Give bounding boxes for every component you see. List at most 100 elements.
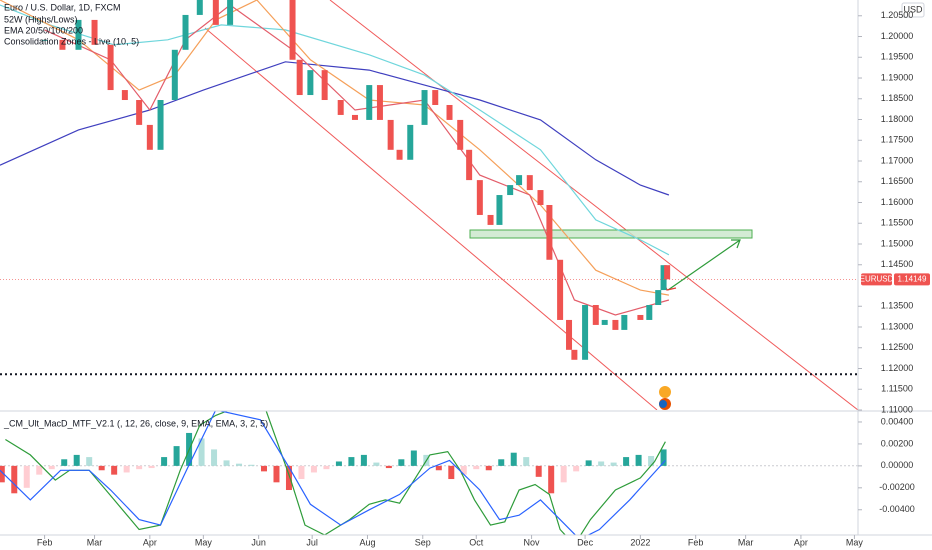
y-tick-label: 1.16000: [881, 197, 914, 207]
histogram-bar: [273, 465, 280, 483]
histogram-bar: [360, 454, 367, 466]
y-tick-label: 1.17000: [881, 155, 914, 165]
candle: [407, 124, 414, 160]
currency-label: USD: [903, 4, 923, 14]
histogram-bar: [123, 465, 130, 473]
histogram-bar: [285, 465, 292, 491]
histogram-bar: [635, 454, 642, 466]
histogram-bar: [598, 461, 605, 466]
histogram-bar: [460, 465, 467, 475]
y-tick-label: 1.11500: [881, 384, 913, 394]
candle: [446, 104, 453, 120]
histogram-bar: [136, 465, 143, 470]
candle: [655, 290, 662, 306]
histogram-bar: [573, 465, 580, 472]
histogram-bar: [535, 465, 542, 477]
histogram-bar: [548, 465, 555, 494]
candle: [526, 175, 533, 191]
y-tick-label: -0.00200: [879, 482, 915, 492]
histogram-bar: [173, 446, 180, 466]
x-tick-label: Jul: [306, 537, 318, 547]
indicator-label: EMA 20/50/100/200: [4, 25, 83, 35]
histogram-bar: [510, 452, 517, 466]
histogram-bar: [48, 465, 55, 470]
projection-arrow: [667, 239, 741, 291]
histogram-bar: [223, 460, 230, 466]
candle: [507, 185, 514, 196]
candle: [321, 70, 328, 101]
event-icon: [659, 386, 671, 398]
candle: [307, 70, 314, 96]
candle: [337, 100, 344, 115]
arrow-head: [731, 239, 741, 249]
candle: [59, 39, 66, 50]
y-tick-label: 0.00400: [881, 416, 914, 426]
histogram-bar: [248, 464, 255, 466]
candle: [421, 90, 428, 125]
histogram-bar: [111, 465, 118, 475]
y-tick-label: 1.20500: [881, 10, 914, 20]
histogram-bar: [585, 460, 592, 466]
y-tick-label: 0.00200: [881, 438, 914, 448]
candle: [121, 90, 128, 101]
x-tick-label: Nov: [524, 537, 541, 547]
candle: [136, 100, 143, 125]
histogram-bar: [86, 457, 93, 466]
symbol-title: Euro / U.S. Dollar, 1D, FXCM: [4, 2, 121, 12]
candle: [91, 19, 98, 45]
histogram-bar: [623, 457, 630, 466]
candle: [516, 175, 523, 186]
histogram-bar: [348, 457, 355, 466]
y-tick-label: 1.18500: [881, 93, 914, 103]
histogram-bar: [410, 450, 417, 466]
histogram-bar: [523, 457, 530, 466]
candle: [376, 85, 383, 120]
candle: [157, 100, 164, 150]
event-icons: [659, 386, 671, 410]
candle: [366, 85, 373, 120]
resistance-zone: [469, 229, 753, 239]
histogram-bar: [385, 465, 392, 469]
price-tag: [894, 273, 930, 286]
candle: [227, 0, 234, 25]
candle: [466, 149, 473, 181]
histogram-bar: [73, 454, 80, 466]
histogram-bar: [310, 465, 317, 473]
y-tick-label: 1.13500: [881, 301, 914, 311]
candle: [196, 0, 203, 15]
candle: [387, 119, 394, 150]
indicator-line: [0, 411, 666, 535]
y-tick-label: 1.12000: [881, 363, 914, 373]
price-pane: [0, 0, 858, 410]
y-tick-label: 1.12500: [881, 342, 914, 352]
x-tick-label: Apr: [794, 537, 808, 547]
histogram-bar: [61, 459, 68, 466]
y-tick-label: 1.20000: [881, 31, 914, 41]
candle: [582, 305, 589, 360]
histogram-bar: [211, 449, 218, 466]
candle: [546, 205, 553, 260]
candle: [592, 305, 599, 325]
x-tick-label: Apr: [143, 537, 157, 547]
histogram-bar: [148, 465, 155, 469]
candle: [571, 349, 578, 360]
x-tick-label: May: [195, 537, 213, 547]
y-tick-label: -0.00400: [879, 504, 915, 514]
x-tick-label: Aug: [359, 537, 375, 547]
y-tick-label: 1.19500: [881, 52, 914, 62]
histogram-bar: [261, 465, 267, 472]
y-tick-label: 1.19000: [881, 72, 914, 82]
candle: [660, 265, 667, 291]
histogram-bar: [485, 465, 492, 471]
candle: [41, 39, 48, 41]
histogram-bar: [161, 457, 168, 466]
y-tick-label: 1.16500: [881, 176, 914, 186]
histogram-bar: [648, 455, 655, 466]
histogram-bar: [36, 465, 43, 475]
candle: [212, 0, 219, 25]
histogram-bar: [198, 438, 205, 466]
x-tick-label: Feb: [688, 537, 704, 547]
histogram-bar: [448, 465, 455, 480]
x-tick-label: Dec: [577, 537, 594, 547]
